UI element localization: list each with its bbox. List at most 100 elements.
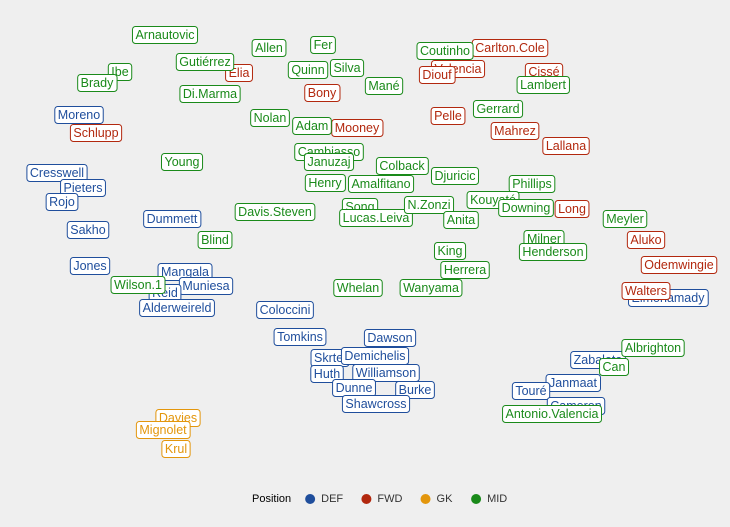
- label-text: Mooney: [335, 121, 380, 135]
- label-box: [341, 395, 411, 413]
- player-label: Walters: [621, 282, 671, 300]
- label-box: [375, 157, 429, 175]
- label-text: Carlton.Cole: [475, 41, 545, 55]
- player-label: Dunne: [332, 379, 376, 397]
- label-text: Nolan: [254, 111, 287, 125]
- player-label: Aluko: [626, 231, 666, 249]
- label-box: [498, 199, 554, 217]
- player-label: Allen: [251, 39, 287, 57]
- player-label: Mané: [364, 77, 404, 95]
- player-label: Arnautovic: [131, 26, 199, 44]
- player-label: Skrtel: [310, 349, 350, 367]
- label-text: Elia: [229, 66, 250, 80]
- label-box: [234, 203, 316, 221]
- player-label: Burke: [395, 381, 435, 399]
- label-box: [511, 382, 551, 400]
- label-box: [518, 243, 588, 261]
- label-box: [472, 100, 524, 118]
- label-text: N.Zonzi: [407, 198, 450, 212]
- label-box: [352, 364, 420, 382]
- player-label: Demichelis: [340, 347, 410, 365]
- label-text: Quinn: [291, 63, 324, 77]
- label-box: [490, 122, 540, 140]
- label-text: Burke: [399, 383, 432, 397]
- label-text: Sakho: [70, 223, 105, 237]
- label-text: Milner: [527, 232, 561, 246]
- player-label: Brady: [77, 74, 118, 92]
- label-text: Mané: [368, 79, 399, 93]
- label-text: Albrighton: [625, 341, 681, 355]
- label-text: Cresswell: [30, 166, 84, 180]
- label-box: [431, 167, 479, 185]
- label-box: [502, 405, 602, 423]
- label-text: Shawcross: [345, 397, 406, 411]
- player-label: Williamson: [352, 364, 420, 382]
- label-box: [516, 76, 570, 94]
- label-box: [69, 124, 123, 142]
- label-text: Di.Marma: [183, 87, 237, 101]
- label-text: Colback: [379, 159, 425, 173]
- player-label: Quinn: [287, 61, 329, 79]
- player-label: Lallana: [542, 137, 590, 155]
- label-box: [599, 358, 630, 376]
- label-box: [179, 85, 241, 103]
- player-label: Antonio.Valencia: [502, 405, 602, 423]
- label-box: [304, 174, 346, 192]
- label-box: [143, 210, 202, 228]
- label-text: Dunne: [336, 381, 373, 395]
- label-text: Rojo: [49, 195, 75, 209]
- label-text: Long: [558, 202, 586, 216]
- player-label: Wilson.1: [110, 276, 166, 294]
- player-label: Dummett: [143, 210, 202, 228]
- player-label: Dawson: [363, 329, 417, 347]
- label-box: [135, 421, 191, 439]
- label-text: Coutinho: [420, 44, 470, 58]
- legend-title: Position: [252, 493, 291, 505]
- label-box: [364, 77, 404, 95]
- player-label: Diouf: [418, 66, 456, 84]
- legend-label: GK: [437, 493, 454, 505]
- label-text: King: [437, 244, 462, 258]
- label-text: Wanyama: [403, 281, 459, 295]
- legend-label: DEF: [321, 493, 343, 505]
- label-text: Dawson: [367, 331, 412, 345]
- player-label: Jones: [69, 257, 111, 275]
- label-text: Pieters: [64, 181, 103, 195]
- label-text: Silva: [333, 61, 360, 75]
- player-label: Davis.Steven: [234, 203, 316, 221]
- label-box: [333, 279, 383, 297]
- player-label: Wanyama: [399, 279, 463, 297]
- player-label: Amalfitano: [347, 175, 415, 193]
- label-text: Henderson: [522, 245, 583, 259]
- label-text: Wilson.1: [114, 278, 162, 292]
- label-box: [54, 106, 104, 124]
- label-box: [250, 109, 290, 127]
- label-box: [347, 175, 415, 193]
- label-box: [403, 196, 455, 214]
- label-box: [395, 381, 435, 399]
- label-text: Cissé: [528, 65, 559, 79]
- legend-label: MID: [487, 493, 507, 505]
- player-label: Phillips: [508, 175, 556, 193]
- player-label: Mooney: [331, 119, 384, 137]
- label-text: Pelle: [434, 109, 462, 123]
- player-label: Lambert: [516, 76, 570, 94]
- label-text: Phillips: [512, 177, 552, 191]
- label-text: Walters: [625, 284, 667, 298]
- player-label: Adam: [292, 117, 332, 135]
- label-text: Downing: [502, 201, 551, 215]
- label-text: Adam: [296, 119, 329, 133]
- label-box: [310, 36, 336, 54]
- label-text: Huth: [314, 367, 340, 381]
- player-label: Young: [161, 153, 204, 171]
- player-label: Pieters: [60, 179, 106, 197]
- label-box: [418, 66, 456, 84]
- label-text: Touré: [515, 384, 546, 398]
- player-label: Mignolet: [135, 421, 191, 439]
- label-text: Allen: [255, 41, 283, 55]
- label-box: [292, 117, 332, 135]
- player-label: Mangala: [157, 263, 213, 281]
- label-box: [287, 61, 329, 79]
- player-label: Can: [599, 358, 630, 376]
